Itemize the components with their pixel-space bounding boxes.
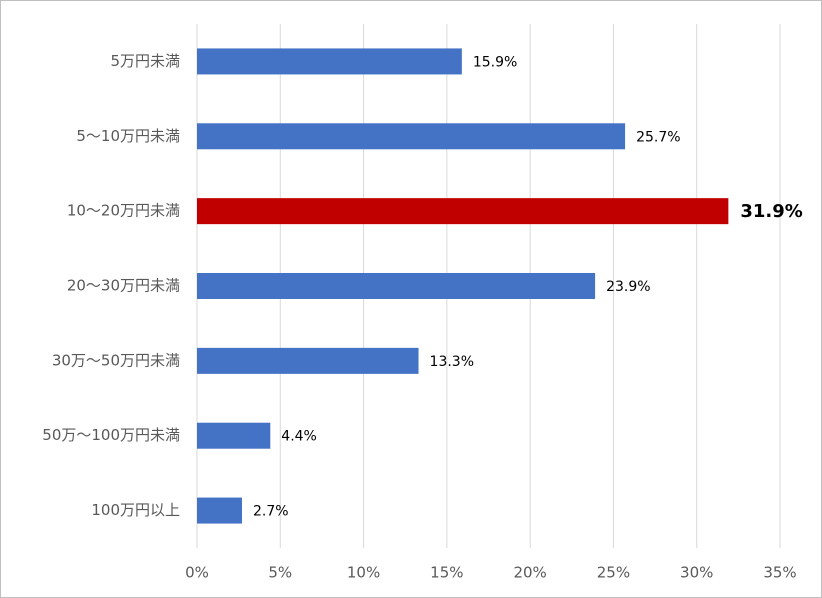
y-tick-label: 20～30万円未満 <box>67 277 180 295</box>
x-tick-label: 10% <box>347 564 380 582</box>
value-label: 23.9% <box>606 279 650 295</box>
bar <box>197 48 462 75</box>
x-tick-label: 25% <box>597 564 630 582</box>
y-tick-label: 5～10万円未満 <box>76 127 180 145</box>
bar <box>197 123 626 150</box>
x-tick-label: 20% <box>513 564 546 582</box>
x-tick-label: 35% <box>763 564 796 582</box>
y-tick-label: 50万～100万円未満 <box>42 426 180 444</box>
value-label: 2.7% <box>253 504 289 520</box>
bar <box>197 273 596 299</box>
y-tick-label: 100万円以上 <box>91 501 180 519</box>
x-tick-label: 15% <box>430 564 463 582</box>
value-label: 15.9% <box>473 54 517 70</box>
value-label: 31.9% <box>740 201 802 222</box>
x-tick-label: 5% <box>268 564 292 582</box>
bar <box>197 198 729 225</box>
y-tick-label: 30万～50万円未満 <box>52 351 180 369</box>
value-label: 4.4% <box>281 429 317 445</box>
bar <box>197 422 271 449</box>
y-tick-label: 5万円未満 <box>110 52 180 70</box>
value-label: 13.3% <box>430 354 474 370</box>
bar <box>197 347 419 374</box>
y-tick-label: 10～20万円未満 <box>67 202 180 220</box>
x-tick-label: 30% <box>680 564 713 582</box>
bar <box>197 497 242 524</box>
value-label: 25.7% <box>636 129 680 145</box>
x-tick-label: 0% <box>185 564 209 582</box>
